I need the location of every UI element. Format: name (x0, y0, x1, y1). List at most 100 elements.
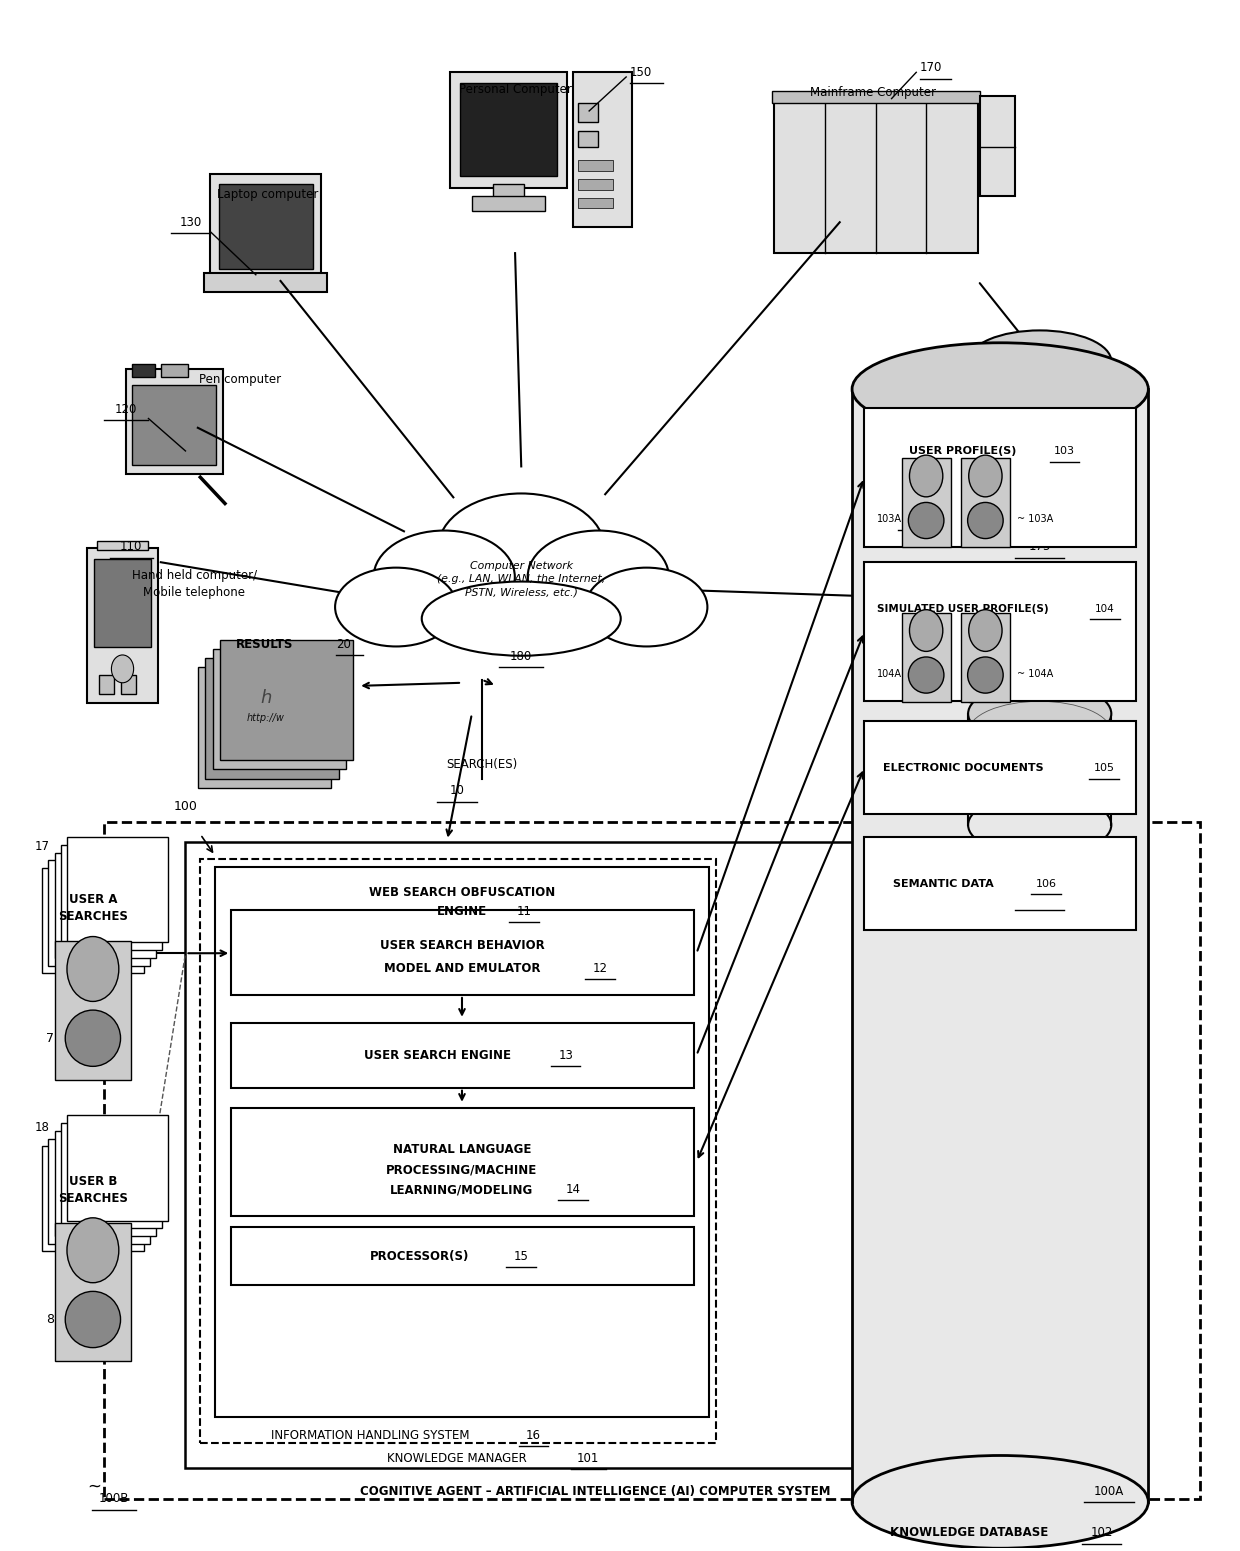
Text: Pen computer: Pen computer (198, 374, 280, 386)
Text: 14: 14 (565, 1183, 580, 1196)
Ellipse shape (66, 1010, 120, 1067)
Text: 106: 106 (1035, 879, 1056, 889)
Bar (864, 838, 1136, 931)
Text: Personal Computer: Personal Computer (459, 82, 572, 96)
Text: 165: 165 (1028, 893, 1050, 906)
Text: USER SEARCH BEHAVIOR: USER SEARCH BEHAVIOR (379, 938, 544, 952)
Text: Nonvolatile
Data Store: Nonvolatile Data Store (1008, 496, 1071, 520)
Bar (472, 195, 544, 211)
Text: 7: 7 (46, 1031, 53, 1045)
Bar (104, 822, 1200, 1498)
Text: 20: 20 (336, 637, 351, 650)
Bar (864, 561, 1136, 701)
Circle shape (968, 610, 1002, 651)
Text: 170: 170 (920, 60, 942, 74)
Bar (67, 838, 169, 943)
Bar (61, 845, 162, 951)
Bar (210, 174, 321, 279)
Text: USER PROFILE(S): USER PROFILE(S) (909, 447, 1017, 456)
Bar (578, 104, 598, 123)
Bar (126, 369, 222, 475)
Bar (48, 1138, 150, 1244)
Text: 17: 17 (35, 841, 50, 853)
Ellipse shape (909, 658, 944, 693)
Bar (55, 1222, 131, 1362)
Bar (48, 861, 150, 966)
Ellipse shape (66, 1292, 120, 1348)
Ellipse shape (968, 794, 1111, 856)
Text: h: h (260, 689, 272, 707)
Bar (460, 84, 557, 175)
Text: LEARNING/MODELING: LEARNING/MODELING (391, 1183, 533, 1196)
Circle shape (67, 1218, 119, 1283)
Ellipse shape (968, 442, 1111, 504)
Text: ~ 104A: ~ 104A (1017, 668, 1053, 678)
Ellipse shape (852, 1455, 1148, 1548)
Bar (97, 541, 149, 551)
Text: 180: 180 (510, 650, 532, 662)
Bar (212, 648, 346, 769)
Ellipse shape (438, 493, 605, 605)
Bar (186, 842, 889, 1467)
Bar (923, 588, 1003, 600)
Text: INFORMATION HANDLING SYSTEM: INFORMATION HANDLING SYSTEM (272, 1428, 470, 1442)
Text: Laptop computer: Laptop computer (217, 188, 319, 202)
Bar (968, 361, 1111, 473)
Ellipse shape (852, 343, 1148, 436)
Bar (864, 721, 1136, 814)
Bar (573, 73, 632, 226)
Bar (219, 639, 353, 760)
Text: NATURAL LANGUAGE: NATURAL LANGUAGE (393, 1143, 531, 1155)
Text: 150: 150 (630, 65, 652, 79)
Text: SEARCH(ES): SEARCH(ES) (446, 758, 517, 771)
Text: Mainframe Computer: Mainframe Computer (810, 85, 936, 99)
Bar (901, 458, 951, 548)
Text: 130: 130 (180, 216, 202, 228)
Bar (923, 681, 1003, 693)
Bar (133, 364, 155, 377)
Bar (99, 675, 114, 693)
Ellipse shape (373, 530, 515, 624)
Text: Nonvolatile
Data Store: Nonvolatile Data Store (1008, 848, 1071, 872)
Text: COGNITIVE AGENT – ARTIFICIAL INTELLIGENCE (AI) COMPUTER SYSTEM: COGNITIVE AGENT – ARTIFICIAL INTELLIGENC… (360, 1484, 831, 1498)
Text: 105: 105 (1094, 763, 1115, 772)
Bar (578, 197, 613, 208)
Bar (923, 644, 1003, 656)
Bar (578, 130, 598, 146)
Bar (961, 613, 1009, 701)
Text: SEMANTIC DATA: SEMANTIC DATA (893, 879, 993, 889)
Bar (161, 364, 188, 377)
Text: 110: 110 (120, 540, 143, 554)
Bar (916, 532, 1009, 701)
Text: ELECTRONIC DOCUMENTS: ELECTRONIC DOCUMENTS (883, 763, 1044, 772)
Text: 8: 8 (46, 1314, 53, 1326)
Text: USER SEARCH ENGINE: USER SEARCH ENGINE (363, 1048, 511, 1062)
Ellipse shape (967, 503, 1003, 538)
Bar (961, 458, 1009, 548)
Bar (122, 675, 136, 693)
Circle shape (909, 610, 942, 651)
Text: WEB SEARCH OBFUSCATION: WEB SEARCH OBFUSCATION (368, 887, 556, 900)
Ellipse shape (968, 682, 1111, 744)
Text: ENGINE: ENGINE (436, 904, 487, 918)
Bar (771, 92, 981, 104)
Text: 15: 15 (513, 1250, 528, 1263)
Bar (87, 549, 159, 703)
Text: Computer Network
(e.g., LAN, WLAN, the Internet,
PSTN, Wireless, etc.): Computer Network (e.g., LAN, WLAN, the I… (438, 561, 605, 597)
Bar (923, 606, 1003, 619)
Bar (852, 389, 1148, 1501)
Text: ~ 103A: ~ 103A (1017, 513, 1053, 524)
Ellipse shape (968, 330, 1111, 392)
Text: ~: ~ (87, 1478, 102, 1495)
Bar (206, 658, 339, 779)
Bar (231, 1227, 694, 1286)
Bar (899, 551, 919, 592)
Text: 18: 18 (35, 1121, 50, 1134)
Circle shape (67, 937, 119, 1002)
Bar (55, 1131, 156, 1236)
Text: 10: 10 (450, 785, 465, 797)
Ellipse shape (967, 658, 1003, 693)
Bar (205, 273, 327, 292)
Text: USER B
SEARCHES: USER B SEARCHES (58, 1174, 128, 1205)
Text: 11: 11 (516, 904, 531, 918)
